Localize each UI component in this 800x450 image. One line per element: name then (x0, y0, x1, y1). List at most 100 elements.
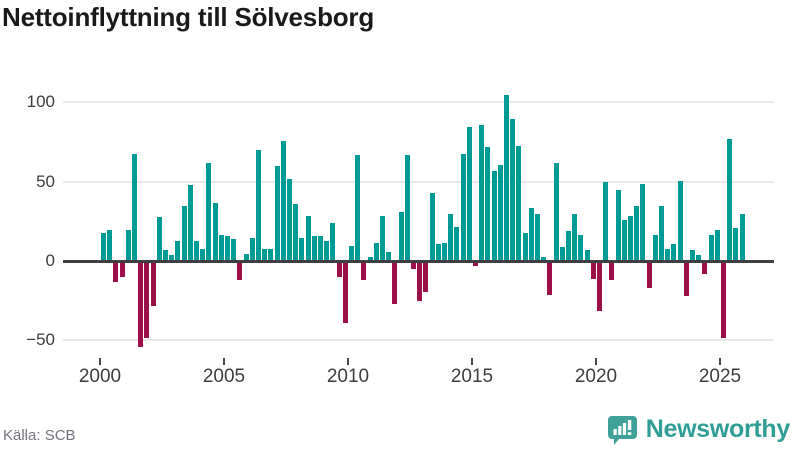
bar-2015-q1 (473, 263, 478, 267)
bar-2003-q1 (175, 240, 181, 260)
bar-2020-q4 (615, 190, 621, 260)
bar-2013-q3 (435, 244, 441, 260)
bar-2009-q3 (336, 263, 342, 278)
y-axis-label--50: −50 (26, 330, 55, 350)
gridline-y-50 (63, 339, 774, 342)
bar-2009-q2 (330, 223, 336, 260)
bar-2014-q2 (454, 226, 460, 260)
newsworthy-bar-chart-bubble-icon (606, 413, 639, 446)
bar-2006-q2 (256, 150, 261, 260)
bar-2018-q2 (553, 163, 559, 260)
x-axis-label-2025: 2025 (698, 366, 742, 387)
bar-2017-q3 (535, 213, 540, 260)
bar-2022-q1 (646, 263, 652, 289)
bar-2011-q1 (373, 242, 379, 260)
x-axis-label-2005: 2005 (202, 366, 246, 387)
bar-2010-q4 (367, 256, 373, 260)
bar-2014-q4 (466, 126, 472, 260)
zero-axis-line (63, 260, 774, 263)
bar-2007-q2 (280, 140, 286, 260)
bar-2020-q2 (603, 182, 609, 260)
bar-2007-q3 (287, 179, 292, 260)
bar-2002-q3 (163, 250, 168, 260)
bar-2012-q1 (398, 212, 404, 260)
x-axis-tick-2005 (223, 358, 225, 365)
bar-2012-q2 (404, 155, 410, 260)
bar-2001-q3 (138, 263, 144, 348)
bar-2010-q1 (349, 245, 354, 260)
bar-2016-q2 (504, 94, 509, 260)
bar-2003-q4 (194, 240, 199, 260)
bar-2023-q2 (677, 180, 683, 260)
bar-2025-q3 (733, 228, 739, 260)
bar-2020-q3 (609, 263, 615, 281)
bar-2006-q4 (268, 248, 274, 260)
bar-2003-q3 (187, 185, 193, 260)
source-caption: Källa: SCB (3, 427, 76, 444)
x-axis-tick-2025 (719, 358, 721, 365)
bar-2003-q2 (181, 206, 187, 260)
bar-2011-q3 (386, 252, 392, 260)
bar-2021-q1 (621, 220, 627, 260)
bar-2006-q3 (262, 248, 268, 260)
bar-2010-q3 (361, 263, 367, 281)
bar-2024-q4 (714, 229, 720, 260)
bar-2006-q1 (249, 237, 255, 260)
chart-title: Nettoinflyttning till Sölvesborg (2, 2, 375, 32)
bar-2019-q4 (590, 263, 596, 279)
bar-2007-q4 (293, 204, 299, 260)
bar-2002-q4 (169, 255, 175, 260)
bar-2017-q2 (528, 207, 534, 260)
bar-2019-q3 (584, 250, 590, 260)
bar-2005-q3 (237, 263, 243, 281)
bar-2005-q1 (225, 236, 230, 260)
x-axis-label-2010: 2010 (326, 366, 370, 387)
bar-2020-q1 (597, 263, 602, 311)
gridline-y50 (63, 180, 774, 183)
bar-2014-q1 (448, 213, 454, 260)
bar-2004-q2 (206, 163, 212, 260)
bar-2021-q4 (640, 183, 646, 260)
x-axis-label-2015: 2015 (450, 366, 494, 387)
bar-2005-q2 (231, 239, 237, 260)
bar-2018-q1 (547, 263, 553, 295)
bar-2025-q1 (721, 263, 726, 338)
x-axis-tick-2010 (347, 358, 349, 365)
bar-2013-q1 (423, 263, 429, 292)
bar-2015-q3 (485, 147, 491, 260)
newsworthy-logo[interactable]: Newsworthy (606, 411, 790, 447)
bar-2024-q2 (702, 263, 708, 275)
y-axis-label-0: 0 (45, 251, 55, 270)
bar-2017-q4 (541, 256, 547, 260)
bar-2021-q3 (634, 206, 640, 260)
bar-2023-q1 (671, 244, 677, 260)
bar-2022-q2 (652, 234, 658, 260)
bar-2009-q4 (342, 263, 348, 324)
bar-2000-q2 (107, 229, 113, 260)
bar-2016-q1 (497, 164, 503, 260)
bar-2011-q4 (392, 263, 398, 305)
bar-2023-q4 (690, 250, 695, 260)
bar-2007-q1 (274, 166, 280, 260)
bar-2004-q3 (212, 202, 218, 260)
x-axis-label-2020: 2020 (574, 366, 618, 387)
bar-2025-q4 (739, 213, 745, 260)
bar-2011-q2 (380, 215, 385, 260)
bar-2013-q4 (442, 242, 447, 260)
bar-2009-q1 (324, 240, 330, 260)
y-axis-label-50: 50 (36, 171, 55, 191)
bar-2021-q2 (628, 215, 633, 260)
bar-2015-q4 (491, 171, 497, 260)
x-axis-tick-2015 (471, 358, 473, 365)
bar-2001-q4 (144, 263, 150, 338)
x-axis-label-2000: 2000 (78, 366, 122, 387)
bar-2016-q3 (510, 118, 516, 260)
bar-2008-q2 (305, 215, 311, 260)
bar-2025-q2 (727, 139, 733, 260)
bar-2000-q1 (101, 233, 106, 260)
bar-2005-q4 (243, 253, 249, 260)
bar-2004-q1 (200, 248, 206, 260)
bar-2024-q1 (696, 255, 702, 260)
bar-2000-q3 (113, 263, 119, 283)
bar-2022-q4 (665, 248, 671, 260)
